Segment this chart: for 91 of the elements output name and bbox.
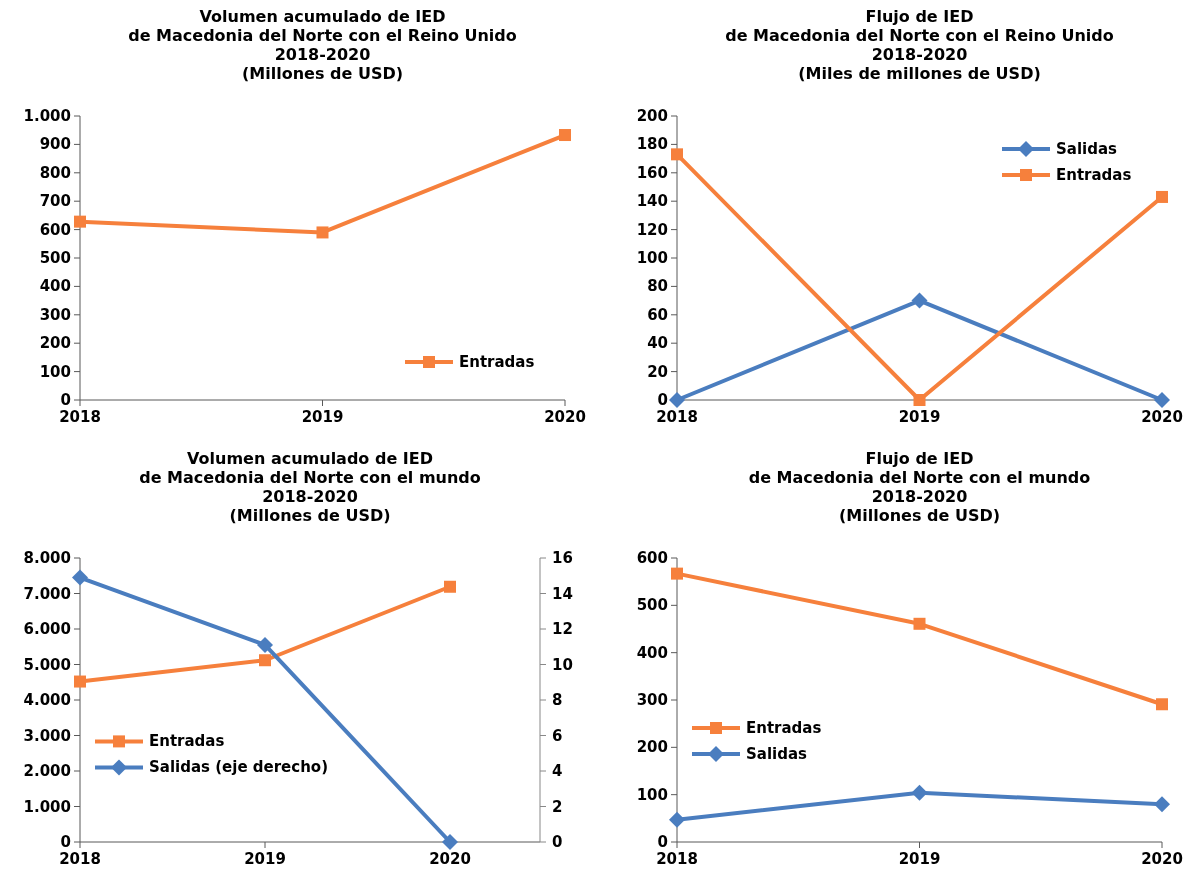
y-tick-label: 60 [647,305,668,324]
point [316,226,329,239]
point [74,215,86,228]
point [1156,698,1168,711]
y2-tick-label: 8 [552,691,563,709]
chart-title: Flujo de IED de Macedonia del Norte con el Reino Unido 2018-2020 (Miles de millones de USD) [725,7,1114,83]
x-tick-label: 2019 [301,408,344,426]
point [913,394,926,406]
x-tick-label: 2019 [244,850,286,868]
legend-label: Entradas [746,719,822,737]
y-tick-label: 500 [636,596,668,615]
y-tick-label: 120 [636,220,668,239]
y-tick-label: 200 [39,334,71,353]
y-tick-label: 20 [647,362,668,381]
y-tick-label: 40 [647,334,668,353]
legend-label: Entradas [149,732,225,751]
y-tick-label: 0 [60,391,71,409]
x-tick-label: 2018 [656,408,698,426]
y-tick-label: 200 [636,738,668,757]
point [74,675,86,688]
y2-tick-label: 6 [552,726,563,745]
y-tick-label: 6.000 [23,620,71,638]
x-tick-label: 2019 [898,850,941,868]
y-tick-label: 100 [636,249,668,267]
y2-tick-label: 0 [552,833,563,851]
y-tick-label: 300 [39,305,71,324]
y-tick-label: 4.000 [23,691,71,709]
y-tick-label: 600 [39,220,71,239]
y2-tick-label: 14 [552,584,573,603]
y-tick-label: 1.000 [23,797,71,816]
y2-tick-label: 2 [552,797,563,816]
y-tick-label: 1.000 [23,107,71,125]
point [911,784,928,801]
point [911,292,928,309]
chart-title: Volumen acumulado de IED de Macedonia del Norte con el mundo 2018-2020 (Millones de USD) [139,449,481,525]
point [1154,796,1170,813]
y-tick-label: 8.000 [23,549,71,567]
y-tick-label: 0 [60,833,71,851]
y-tick-label: 100 [636,785,668,804]
y2-tick-label: 10 [552,655,573,674]
legend-label: Entradas [1056,166,1132,184]
y-tick-label: 700 [39,192,71,211]
x-tick-label: 2018 [656,850,698,868]
y-tick-label: 300 [636,691,668,709]
point [442,834,458,850]
y-tick-label: 0 [657,391,668,409]
point [257,636,273,653]
y-tick-label: 80 [647,277,668,296]
legend-label: Salidas [1056,140,1118,158]
y-tick-label: 140 [636,192,668,211]
y-tick-label: 3.000 [23,726,71,745]
point [444,580,456,593]
y-tick-label: 900 [39,135,71,154]
point [1156,190,1168,203]
chart-title: Flujo de IED de Macedonia del Norte con el mundo 2018-2020 (Millones de USD) [748,449,1091,525]
y-tick-label: 100 [39,362,71,381]
y-tick-label: 0 [657,833,668,851]
y-tick-label: 5.000 [23,655,71,674]
legend-label: Salidas (eje derecho) [149,758,328,777]
point [671,148,683,161]
y-tick-label: 2.000 [23,762,71,780]
point [671,567,683,580]
y-tick-label: 400 [636,643,668,662]
y-tick-label: 7.000 [23,584,71,603]
y2-tick-label: 16 [552,549,573,567]
x-tick-label: 2018 [59,850,101,868]
point [1154,392,1170,408]
x-tick-label: 2020 [1141,408,1183,426]
point [669,392,685,408]
x-tick-label: 2019 [898,408,941,426]
y-tick-label: 160 [636,163,668,182]
y-tick-label: 400 [39,277,71,296]
point [559,129,571,142]
x-tick-label: 2020 [544,408,586,426]
x-tick-label: 2020 [429,850,471,868]
point [259,654,271,667]
y2-tick-label: 4 [552,762,563,780]
y2-tick-label: 12 [552,620,573,638]
x-tick-label: 2020 [1141,850,1183,868]
chart-title: Volumen acumulado de IED de Macedonia del Norte con el Reino Unido 2018-2020 (Millones de USD) [128,7,517,83]
point [72,569,88,586]
y-tick-label: 180 [636,135,668,154]
y-tick-label: 200 [636,107,668,125]
legend-label: Salidas [746,745,808,763]
y-tick-label: 500 [39,249,71,267]
point [913,617,926,630]
y-tick-label: 800 [39,163,71,182]
x-tick-label: 2018 [59,408,101,426]
point [669,811,685,828]
legend-label: Entradas [459,353,535,371]
y-tick-label: 600 [636,549,668,567]
